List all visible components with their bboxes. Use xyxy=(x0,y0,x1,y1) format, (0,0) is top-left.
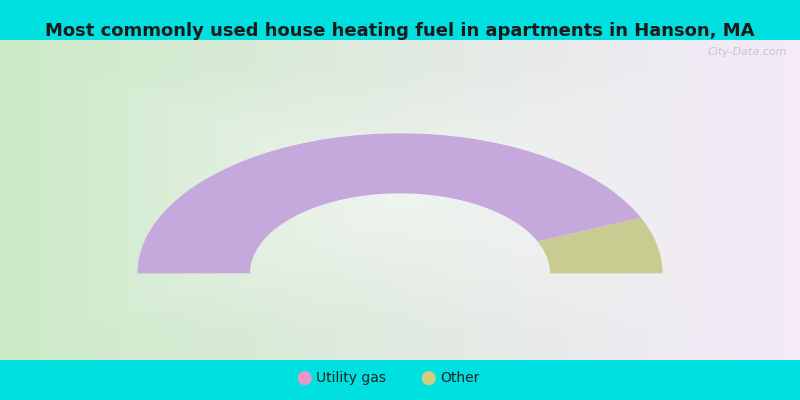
Text: Utility gas: Utility gas xyxy=(316,371,386,385)
Text: Most commonly used house heating fuel in apartments in Hanson, MA: Most commonly used house heating fuel in… xyxy=(46,22,754,40)
Text: ⬤: ⬤ xyxy=(420,371,436,385)
Text: Other: Other xyxy=(440,371,479,385)
Text: City-Data.com: City-Data.com xyxy=(708,47,787,57)
Polygon shape xyxy=(138,133,641,273)
Text: ⬤: ⬤ xyxy=(296,371,312,385)
Polygon shape xyxy=(538,218,662,273)
